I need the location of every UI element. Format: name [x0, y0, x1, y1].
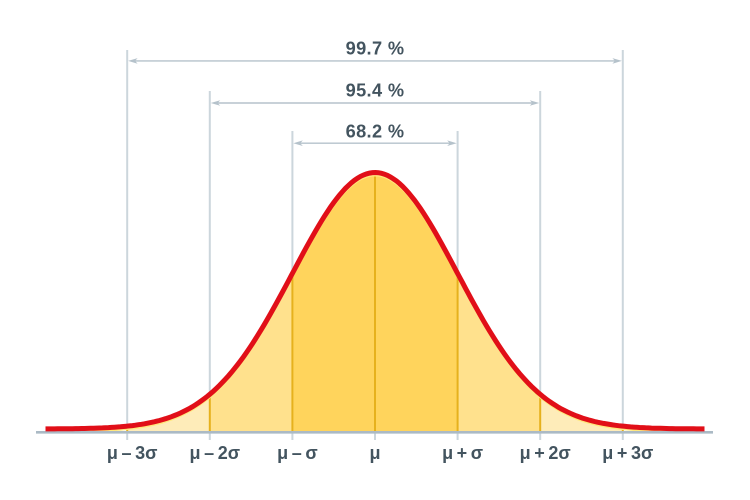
svg-text:μ + 3σ: μ + 3σ — [602, 443, 653, 463]
svg-text:μ + σ: μ + σ — [442, 443, 483, 463]
svg-text:μ + 2σ: μ + 2σ — [520, 443, 571, 463]
svg-text:μ – 2σ: μ – 2σ — [190, 443, 241, 463]
svg-text:μ – σ: μ – σ — [277, 443, 318, 463]
svg-text:68.2 %: 68.2 % — [346, 122, 405, 142]
svg-text:95.4 %: 95.4 % — [346, 81, 405, 101]
svg-text:μ – 3σ: μ – 3σ — [107, 443, 158, 463]
svg-text:μ: μ — [369, 443, 380, 463]
svg-text:99.7 %: 99.7 % — [346, 39, 405, 59]
